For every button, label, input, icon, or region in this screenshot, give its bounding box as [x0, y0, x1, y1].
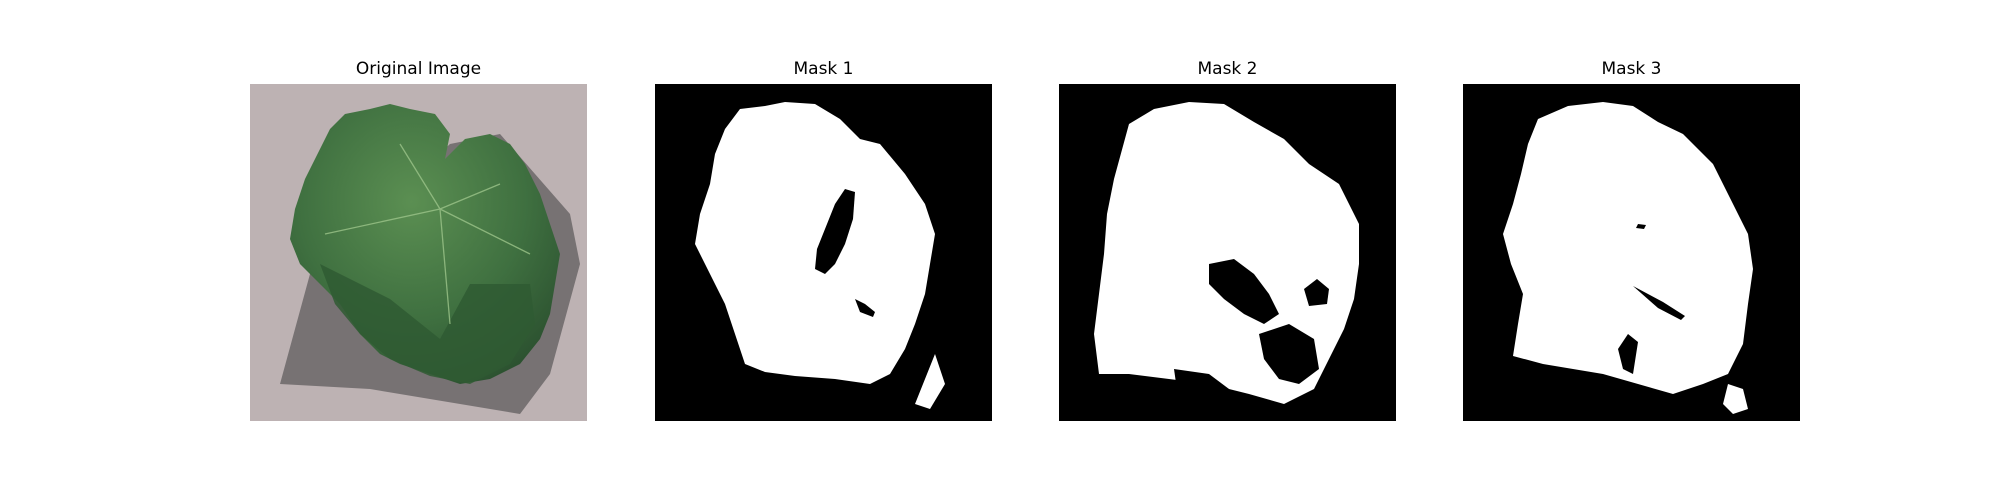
mask-2-image	[1059, 84, 1396, 421]
panel-title: Mask 3	[1601, 59, 1662, 79]
mask-1-image	[655, 84, 992, 421]
panel-title: Mask 2	[1197, 59, 1258, 79]
panel-title: Original Image	[355, 59, 482, 79]
original-leaf-photo	[250, 84, 587, 421]
mask-3-image	[1463, 84, 1800, 421]
panel-title: Mask 1	[793, 59, 854, 79]
